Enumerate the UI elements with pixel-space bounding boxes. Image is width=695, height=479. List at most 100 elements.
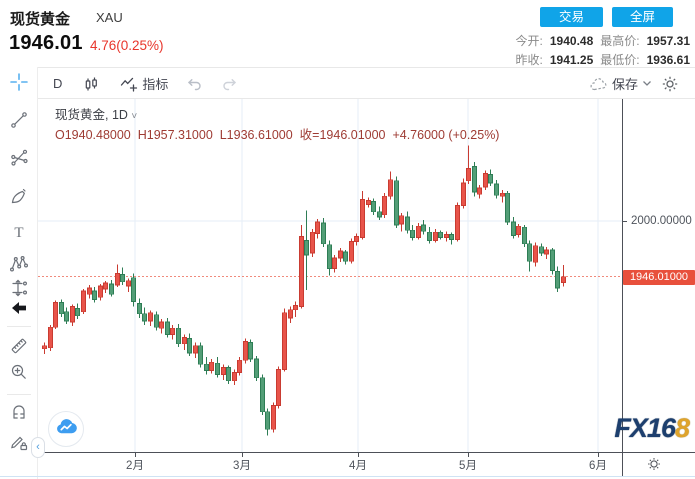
sidebar-tool-zoom-in[interactable]	[8, 363, 30, 385]
candlestick-chart[interactable]	[38, 99, 622, 452]
candle	[237, 357, 242, 376]
chart-style-button[interactable]	[83, 75, 101, 93]
time-tick-label[interactable]: 6月	[589, 460, 607, 472]
collapse-drawing-bar-tab[interactable]: ‹	[31, 437, 45, 458]
sidebar-tool-text[interactable]: T	[8, 223, 30, 245]
indicators-label: 指标	[142, 77, 169, 92]
time-tick-label[interactable]: 5月	[459, 460, 477, 472]
candle	[248, 339, 253, 363]
interval-button[interactable]: D	[53, 76, 63, 91]
sidebar-tool-trend-line[interactable]	[8, 111, 30, 133]
candle	[438, 230, 443, 240]
sidebar-tool-long-position[interactable]	[8, 279, 30, 301]
broker-logo-button[interactable]	[48, 411, 84, 447]
save-layout-button[interactable]: 保存	[589, 74, 652, 93]
sidebar-divider	[7, 326, 31, 327]
time-tick-label[interactable]: 2月	[126, 460, 144, 472]
candle	[477, 184, 482, 199]
save-label: 保存	[611, 77, 638, 92]
indicators-button[interactable]: 指标	[119, 74, 168, 93]
stat-value: 1936.61	[646, 53, 690, 67]
sidebar-tool-arrow-left[interactable]	[8, 299, 30, 321]
sidebar-tool-xabcd-pattern[interactable]	[8, 255, 30, 277]
candle	[377, 206, 382, 220]
candle	[187, 333, 192, 357]
gear-icon	[661, 75, 679, 93]
candle	[131, 273, 136, 307]
candle	[494, 179, 499, 199]
candle	[500, 190, 505, 203]
stat-label: 最高价:	[600, 34, 640, 48]
price-tick-label[interactable]: 2000.00000	[631, 215, 692, 227]
sidebar-tool-magnet[interactable]	[8, 402, 30, 424]
svg-text:T: T	[14, 225, 23, 241]
candle	[154, 311, 159, 331]
candle	[59, 299, 64, 317]
fullscreen-button[interactable]: 全屏	[612, 7, 673, 27]
time-tick-label[interactable]: 3月	[233, 460, 251, 472]
candle	[332, 255, 337, 273]
candle	[466, 145, 471, 184]
candle	[87, 284, 92, 299]
sidebar-tool-crosshair[interactable]	[8, 72, 30, 95]
time-tick-label[interactable]: 4月	[349, 460, 367, 472]
stat-label: 今开:	[515, 34, 543, 48]
candle	[483, 170, 488, 191]
indicator-icon	[119, 75, 138, 92]
candle	[405, 211, 410, 234]
axis-settings-button[interactable]	[646, 456, 662, 477]
candle	[354, 233, 359, 246]
sidebar-tool-gann-fan[interactable]	[8, 149, 30, 171]
time-tick	[598, 452, 599, 457]
candle	[371, 198, 376, 215]
candle	[533, 242, 538, 267]
brush-icon	[9, 186, 29, 211]
sidebar-tool-ruler[interactable]	[8, 337, 30, 359]
chart-settings-button[interactable]	[661, 75, 679, 93]
bottom-border	[0, 476, 695, 477]
candle	[81, 289, 86, 314]
candle	[176, 324, 181, 347]
candle	[198, 342, 203, 368]
candle	[382, 193, 387, 218]
stat-value: 1940.48	[549, 34, 594, 48]
sidebar-tool-drawing-lock[interactable]	[8, 433, 30, 455]
candle	[488, 169, 493, 186]
trend-line-icon	[9, 110, 29, 135]
candle	[243, 338, 248, 364]
candle	[321, 217, 326, 247]
redo-button[interactable]	[221, 76, 238, 91]
undo-button[interactable]	[186, 76, 203, 91]
candle	[159, 318, 164, 334]
candle	[388, 171, 393, 200]
candle	[276, 366, 281, 409]
trade-button[interactable]: 交易	[540, 7, 603, 27]
candle	[338, 247, 343, 263]
candle	[299, 225, 304, 309]
stats-row-1: 今开: 1940.48 最高价: 1957.31	[516, 32, 690, 49]
candle	[120, 267, 125, 285]
candle	[343, 249, 348, 265]
candle	[444, 231, 449, 242]
candle	[505, 191, 510, 226]
candle	[64, 307, 69, 325]
fx168-watermark: FX168	[614, 413, 690, 443]
sidebar-tool-brush[interactable]	[8, 187, 30, 209]
candle	[282, 308, 287, 372]
candle	[271, 402, 276, 433]
stats-row-2: 昨收: 1941.25 最低价: 1936.61	[516, 51, 690, 68]
price-tick	[622, 221, 627, 222]
chart-legend-title[interactable]: 现货黄金, 1D ˅	[55, 108, 138, 122]
candle	[53, 300, 58, 330]
candle	[421, 219, 426, 235]
drawing-toolbar: T	[0, 67, 38, 479]
candle	[48, 325, 53, 351]
price-axis-line	[622, 99, 623, 476]
candle	[293, 301, 298, 317]
candle	[75, 303, 80, 319]
xabcd-pattern-icon	[9, 254, 29, 279]
candle	[366, 197, 371, 208]
cloud-chart-icon	[55, 418, 77, 441]
candle	[511, 216, 516, 239]
candle	[182, 334, 187, 350]
